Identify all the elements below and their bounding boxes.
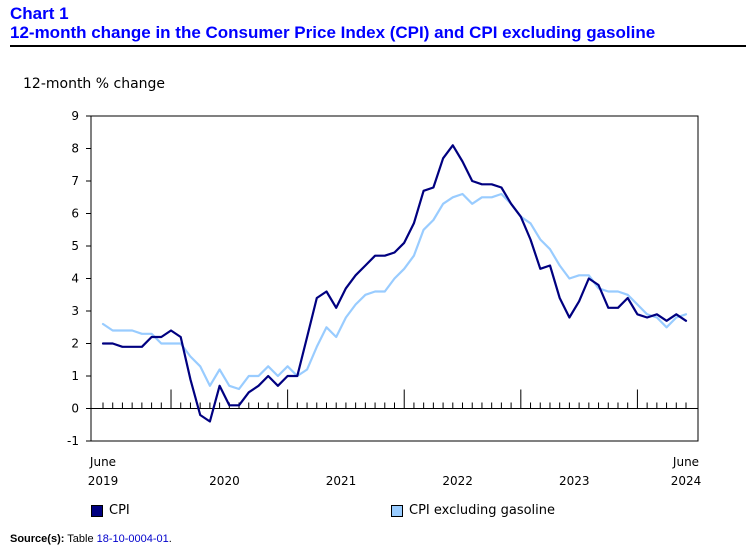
legend-swatch-cpi-excl-gasoline bbox=[391, 504, 403, 517]
legend-swatch-cpi bbox=[91, 504, 103, 517]
y-tick-label: 6 bbox=[71, 207, 79, 221]
x-tick-label-year: 2022 bbox=[442, 474, 473, 488]
x-tick-label-month: June bbox=[89, 455, 116, 469]
legend-label-cpi: CPI bbox=[109, 503, 130, 518]
series-line-cpi bbox=[101, 144, 688, 423]
source-text: Table bbox=[67, 533, 94, 545]
x-tick-label-year: 2021 bbox=[326, 474, 357, 488]
x-tick-label-year: 2019 bbox=[88, 474, 119, 488]
y-tick-label: 7 bbox=[71, 174, 79, 188]
source-table-link[interactable]: 18-10-0004-01 bbox=[96, 533, 169, 545]
series-layer bbox=[101, 144, 688, 423]
series-line-cpi-excl-gasoline bbox=[101, 192, 688, 391]
y-axis-label: 12-month % change bbox=[23, 76, 166, 92]
x-tick-label-year: 2020 bbox=[209, 474, 240, 488]
legend-item-cpi-excl-gasoline: CPI excluding gasoline bbox=[391, 503, 555, 518]
x-tick-label-year: 2024 bbox=[671, 474, 702, 488]
y-tick-label: 3 bbox=[71, 304, 79, 318]
source-note: Source(s): Table 18-10-0004-01. bbox=[10, 533, 172, 545]
chart-title: 12-month change in the Consumer Price In… bbox=[10, 23, 656, 42]
axes-layer bbox=[86, 115, 699, 442]
y-tick-label: 4 bbox=[71, 272, 79, 286]
y-tick-label: 9 bbox=[71, 109, 79, 123]
source-label: Source(s): bbox=[10, 533, 65, 545]
legend-label-cpi-excl-gasoline: CPI excluding gasoline bbox=[409, 503, 556, 518]
x-tick-label-month: June bbox=[672, 455, 699, 469]
y-tick-label: -1 bbox=[67, 434, 79, 448]
y-tick-label: 2 bbox=[71, 337, 79, 351]
source-end: . bbox=[168, 533, 172, 545]
y-tick-label: 1 bbox=[71, 369, 79, 383]
labels-layer: -1 0 1 2 3 4 5 6 7 8 9 June 2019 2020 2021 2022 2023 June… bbox=[67, 109, 701, 488]
title-divider bbox=[10, 45, 746, 47]
y-tick-label: 8 bbox=[71, 142, 79, 156]
x-tick-label-year: 2023 bbox=[559, 474, 590, 488]
chart-label: Chart 1 bbox=[10, 4, 69, 23]
y-tick-label: 5 bbox=[71, 239, 79, 253]
y-tick-label: 0 bbox=[71, 402, 79, 416]
legend-item-cpi: CPI bbox=[91, 503, 130, 518]
